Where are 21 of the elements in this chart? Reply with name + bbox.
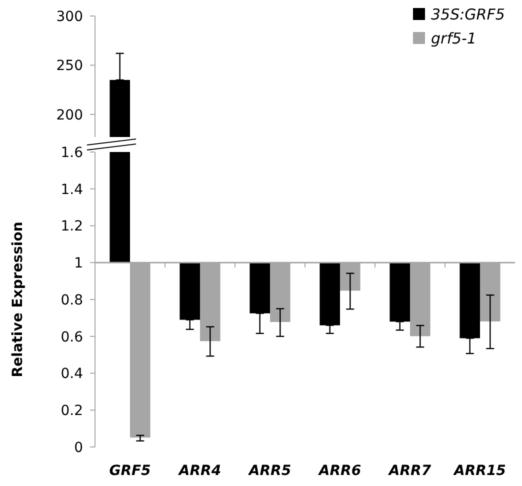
legend-label: 35S:GRF5 <box>431 5 505 24</box>
y-tick-label: 1.4 <box>60 182 84 198</box>
y-tick-label: 200 <box>56 107 83 124</box>
y-tick-label: 1.2 <box>60 218 83 235</box>
y-tick-label: 0.4 <box>60 366 84 382</box>
x-tick-label: GRF5 <box>109 463 152 479</box>
x-tick-label: ARR6 <box>318 463 362 479</box>
y-axis-title: Relative Expression <box>10 222 26 378</box>
x-tick-label: ARR5 <box>248 463 292 479</box>
y-tick-label: 0.8 <box>60 292 83 308</box>
y-tick-label: 0 <box>74 440 83 456</box>
y-tick-label: 0.2 <box>60 403 83 420</box>
x-tick-label: ARR15 <box>453 463 506 479</box>
x-tick-label: ARR4 <box>178 463 222 479</box>
y-tick-label: 0.6 <box>60 329 84 346</box>
x-tick-label: ARR7 <box>388 463 432 479</box>
y-tick-label: 1 <box>74 256 83 272</box>
y-tick-label: 300 <box>56 8 83 25</box>
y-tick-label: 250 <box>56 58 83 74</box>
y-tick-label: 1.6 <box>60 144 84 161</box>
legend-label: grf5-1 <box>431 29 476 48</box>
